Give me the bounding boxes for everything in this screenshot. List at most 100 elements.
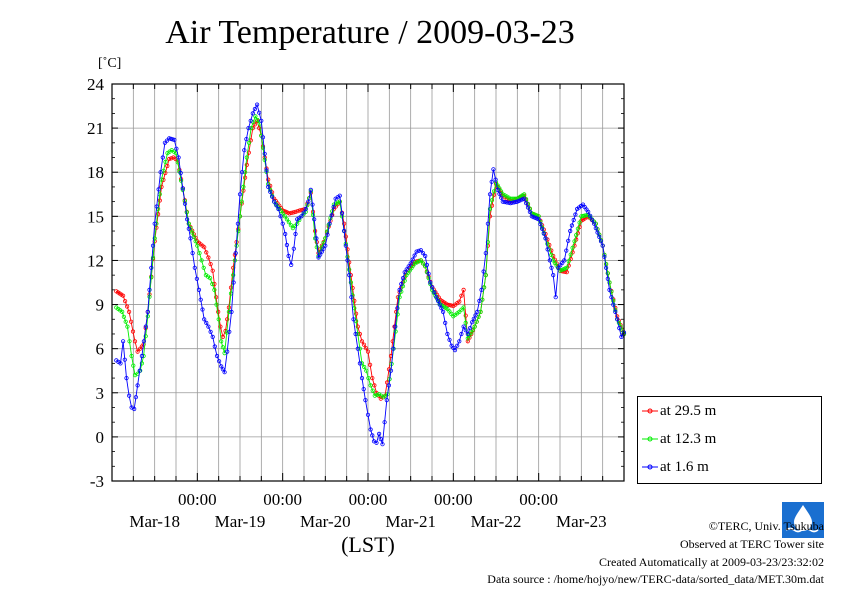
x-day-label: Mar-20 <box>300 512 351 531</box>
data-point <box>157 198 162 203</box>
data-point <box>463 320 468 325</box>
data-point <box>463 313 468 318</box>
data-point <box>619 334 624 339</box>
data-point <box>523 201 529 206</box>
data-point <box>257 126 262 131</box>
data-point <box>355 331 360 337</box>
data-point <box>137 368 142 373</box>
data-point <box>303 206 308 212</box>
data-point <box>314 236 319 241</box>
data-point <box>125 304 130 309</box>
data-point <box>404 267 409 272</box>
data-point <box>617 325 622 331</box>
data-point <box>147 287 152 292</box>
data-point <box>351 317 356 322</box>
data-point <box>210 281 215 287</box>
data-point <box>452 347 458 353</box>
data-point <box>310 212 316 217</box>
data-point <box>355 346 360 351</box>
data-point <box>339 211 345 216</box>
data-point <box>129 353 134 359</box>
data-point <box>556 265 561 270</box>
data-point <box>445 302 450 307</box>
data-point <box>239 199 244 204</box>
data-point <box>280 221 285 226</box>
data-point <box>178 170 183 176</box>
data-point <box>613 309 618 314</box>
data-point <box>220 345 225 350</box>
data-point <box>132 406 137 412</box>
data-point <box>591 221 597 226</box>
data-point <box>295 209 300 214</box>
data-point <box>393 329 398 334</box>
data-point <box>408 261 413 266</box>
y-tick-label: 0 <box>96 428 105 447</box>
data-point <box>185 217 190 222</box>
data-point <box>286 220 291 225</box>
data-point <box>226 309 231 314</box>
y-tick-label: 6 <box>96 340 105 359</box>
data-point <box>124 375 129 381</box>
data-point <box>274 203 279 208</box>
data-point <box>244 137 249 142</box>
data-point <box>543 236 548 241</box>
data-point <box>357 361 362 366</box>
data-point <box>609 295 614 300</box>
data-point <box>495 187 500 192</box>
data-point <box>186 226 191 231</box>
data-point <box>271 199 277 204</box>
x-time-label: 00:00 <box>263 490 302 509</box>
data-point <box>145 309 150 314</box>
data-point <box>312 217 317 222</box>
legend-label: at 12.3 m <box>660 431 717 447</box>
data-point <box>291 246 296 251</box>
data-point <box>376 431 382 436</box>
data-point <box>498 195 504 200</box>
data-point <box>487 192 493 197</box>
data-point <box>266 184 271 189</box>
data-point <box>414 260 419 265</box>
data-point <box>558 263 563 268</box>
y-tick-label: 9 <box>96 296 105 315</box>
chart-series <box>114 102 627 447</box>
data-point <box>447 337 452 342</box>
data-point <box>191 234 196 239</box>
data-point <box>208 261 213 267</box>
y-tick-label: 3 <box>96 384 105 403</box>
data-point <box>131 363 136 368</box>
data-point <box>463 328 468 333</box>
data-point <box>337 193 342 198</box>
data-point <box>353 311 359 316</box>
data-point <box>545 247 550 252</box>
data-point <box>595 230 600 235</box>
data-point <box>280 211 285 216</box>
data-point <box>227 329 232 334</box>
data-point <box>201 265 206 270</box>
data-point <box>414 249 419 254</box>
data-point <box>588 213 593 218</box>
data-point <box>341 221 347 226</box>
data-point <box>598 239 604 244</box>
data-point <box>364 368 369 373</box>
data-point <box>445 306 450 312</box>
data-point <box>290 226 295 231</box>
data-point <box>149 265 154 270</box>
data-point <box>337 199 342 204</box>
data-point <box>262 157 267 162</box>
data-point <box>299 207 304 213</box>
data-point <box>214 302 219 307</box>
data-point <box>214 353 220 359</box>
data-point <box>125 324 130 329</box>
data-point <box>133 395 138 400</box>
x-time-label: 00:00 <box>349 490 388 509</box>
data-point <box>539 226 545 231</box>
data-point <box>139 353 144 359</box>
data-point <box>237 192 243 197</box>
data-point <box>611 302 616 307</box>
data-point <box>575 226 581 231</box>
data-point <box>355 324 360 329</box>
data-point <box>150 243 156 248</box>
data-point <box>240 170 245 175</box>
data-point <box>370 433 375 438</box>
